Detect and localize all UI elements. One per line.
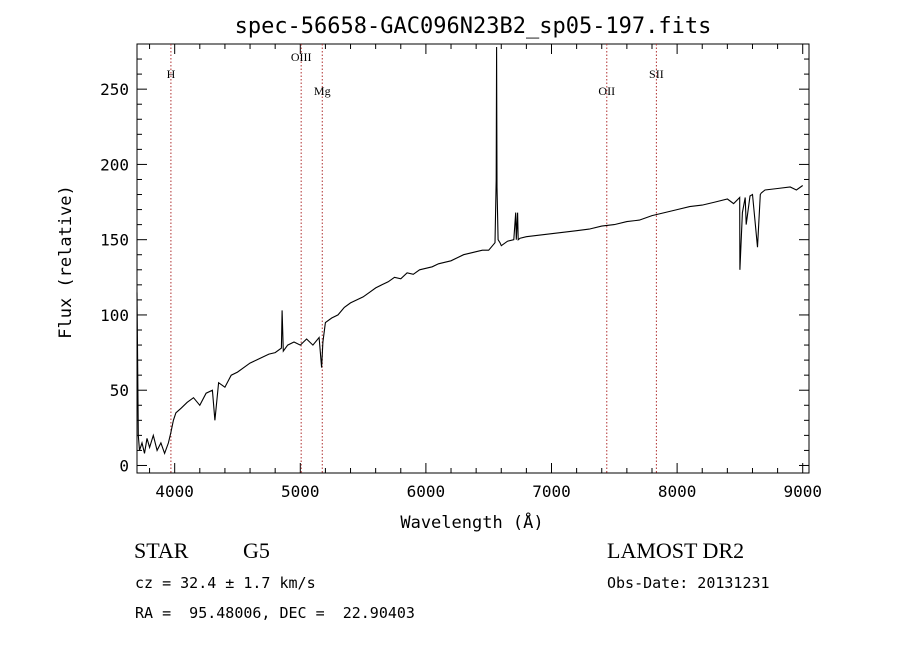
subclass: G5 bbox=[243, 538, 270, 563]
object-type: STAR bbox=[134, 538, 189, 563]
x-tick-label: 6000 bbox=[407, 482, 446, 501]
y-tick-label: 0 bbox=[119, 456, 129, 475]
flux-series-line bbox=[136, 46, 804, 456]
spectral-line-label: OIII bbox=[291, 50, 312, 64]
spectral-line-label: OII bbox=[598, 84, 615, 98]
obs-date: Obs-Date: 20131231 bbox=[607, 574, 770, 592]
plot-frame bbox=[136, 43, 810, 474]
spectral-line-label: H bbox=[167, 67, 176, 81]
y-tick-label: 200 bbox=[100, 155, 129, 174]
y-tick-label: 100 bbox=[100, 306, 129, 325]
y-tick-label: 50 bbox=[110, 381, 129, 400]
x-axis-label: Wavelength (Å) bbox=[400, 511, 543, 533]
x-tick-label: 4000 bbox=[155, 482, 194, 501]
axis-ticks: 4000 5000 6000 7000 8000 9000 0 50 100 150 200 250 bbox=[100, 44, 822, 501]
ra-dec: RA = 95.48006, DEC = 22.90403 bbox=[135, 604, 415, 622]
spectral-line-label: SII bbox=[649, 67, 664, 81]
spectral-line-markers: H OIII Mg OII SII bbox=[167, 44, 664, 473]
y-tick-label: 150 bbox=[100, 231, 129, 250]
x-tick-label: 7000 bbox=[532, 482, 571, 501]
x-tick-label: 8000 bbox=[658, 482, 697, 501]
y-tick-label: 250 bbox=[100, 80, 129, 99]
survey-name: LAMOST DR2 bbox=[607, 538, 745, 563]
spectral-line-label: Mg bbox=[314, 84, 331, 98]
x-tick-label: 5000 bbox=[281, 482, 320, 501]
x-tick-label: 9000 bbox=[783, 482, 822, 501]
chart-title: spec-56658-GAC096N23B2_sp05-197.fits bbox=[235, 14, 712, 39]
y-axis-label: Flux (relative) bbox=[56, 185, 76, 339]
redshift-cz: cz = 32.4 ± 1.7 km/s bbox=[135, 574, 316, 592]
